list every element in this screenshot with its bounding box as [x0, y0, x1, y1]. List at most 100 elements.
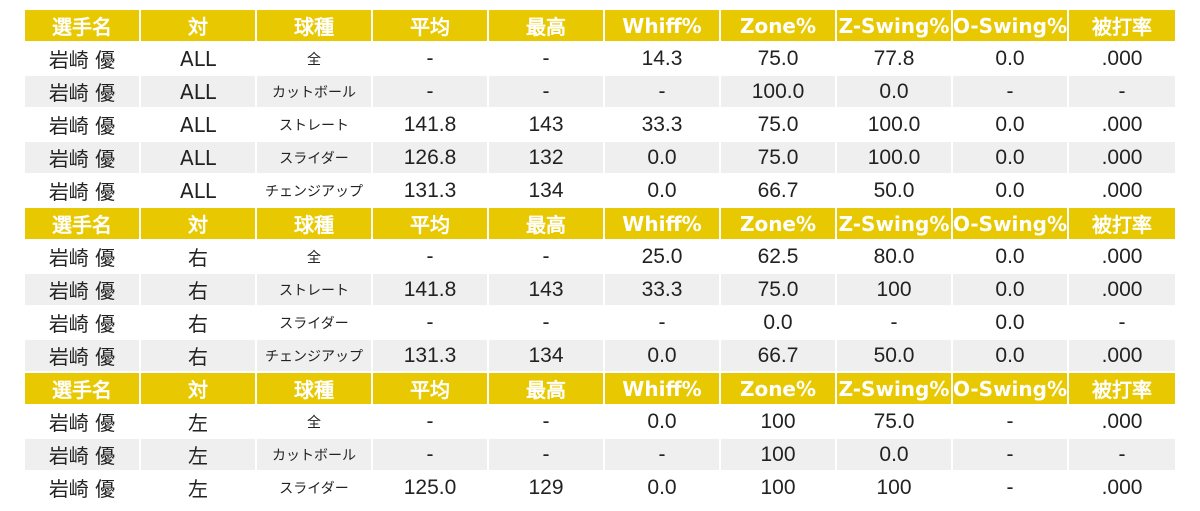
cell-batter-side: 右: [141, 307, 257, 338]
table-row: 岩崎 優 ALL スライダー 126.8 132 0.0 75.0 100.0 0.0.000: [25, 142, 1175, 173]
cell-pitch-type: チェンジアップ: [257, 175, 373, 206]
table-row: 岩崎 優左カットボール - - -100 0.0- -: [25, 439, 1175, 470]
column-header-o-swing-pct: O-Swing%: [953, 373, 1069, 404]
cell-avg-velocity: 126.8: [373, 142, 489, 173]
cell-player-name: 岩崎 優: [25, 175, 141, 206]
column-header-opp-avg: 被打率: [1069, 208, 1175, 239]
cell-o-swing-pct: -: [953, 76, 1069, 107]
cell-player-name: 岩崎 優: [25, 439, 141, 470]
cell-opp-avg: .000: [1069, 109, 1175, 140]
cell-avg-velocity: 131.3: [373, 175, 489, 206]
section-header-row: 選手名対球種 平均 最高 Whiff% Zone% Z-Swing% O-Swing% 被打率: [25, 10, 1175, 41]
cell-player-name: 岩崎 優: [25, 340, 141, 371]
column-header-z-swing-pct: Z-Swing%: [837, 208, 953, 239]
column-header-pitch-type: 球種: [257, 208, 373, 239]
cell-zone-pct: 75.0: [721, 274, 837, 305]
table-row: 岩崎 優右チェンジアップ 131.3 134 0.0 66.7 50.0 0.0.000: [25, 340, 1175, 371]
cell-avg-velocity: 141.8: [373, 109, 489, 140]
cell-pitch-type: 全: [257, 43, 373, 74]
cell-whiff-pct: 0.0: [605, 175, 721, 206]
cell-z-swing-pct: 100: [837, 472, 953, 503]
cell-o-swing-pct: -: [953, 472, 1069, 503]
cell-max-velocity: 134: [489, 340, 605, 371]
cell-zone-pct: 75.0: [721, 142, 837, 173]
cell-batter-side: 右: [141, 241, 257, 272]
cell-avg-velocity: 141.8: [373, 274, 489, 305]
table-row: 岩崎 優左スライダー 125.0 129 0.0 100 100- .000: [25, 472, 1175, 503]
cell-z-swing-pct: 0.0: [837, 439, 953, 470]
cell-player-name: 岩崎 優: [25, 76, 141, 107]
cell-zone-pct: 100: [721, 472, 837, 503]
cell-opp-avg: .000: [1069, 241, 1175, 272]
cell-batter-side: ALL: [141, 43, 257, 74]
column-header-max-velocity: 最高: [489, 208, 605, 239]
cell-pitch-type: カットボール: [257, 76, 373, 107]
cell-whiff-pct: 25.0: [605, 241, 721, 272]
cell-zone-pct: 100: [721, 439, 837, 470]
cell-whiff-pct: 0.0: [605, 142, 721, 173]
column-header-z-swing-pct: Z-Swing%: [837, 10, 953, 41]
cell-avg-velocity: -: [373, 241, 489, 272]
cell-max-velocity: 132: [489, 142, 605, 173]
cell-whiff-pct: 14.3: [605, 43, 721, 74]
section-header-row: 選手名対球種 平均 最高 Whiff% Zone% Z-Swing% O-Swing% 被打率: [25, 208, 1175, 239]
cell-pitch-type: スライダー: [257, 307, 373, 338]
column-header-max-velocity: 最高: [489, 10, 605, 41]
cell-zone-pct: 75.0: [721, 43, 837, 74]
column-header-opp-avg: 被打率: [1069, 10, 1175, 41]
table-row: 岩崎 優 ALL カットボール - - -100.0 0.0- -: [25, 76, 1175, 107]
cell-avg-velocity: -: [373, 439, 489, 470]
cell-player-name: 岩崎 優: [25, 406, 141, 437]
cell-player-name: 岩崎 優: [25, 142, 141, 173]
table-row: 岩崎 優左全 - -0.0 100 75.0- .000: [25, 406, 1175, 437]
cell-pitch-type: スライダー: [257, 472, 373, 503]
cell-pitch-type: 全: [257, 406, 373, 437]
cell-max-velocity: -: [489, 406, 605, 437]
cell-batter-side: 右: [141, 274, 257, 305]
cell-opp-avg: .000: [1069, 340, 1175, 371]
table-row: 岩崎 優 ALL 全 - -14.3 75.0 77.8 0.0.000: [25, 43, 1175, 74]
cell-whiff-pct: -: [605, 76, 721, 107]
cell-max-velocity: 143: [489, 109, 605, 140]
cell-z-swing-pct: 80.0: [837, 241, 953, 272]
cell-avg-velocity: -: [373, 43, 489, 74]
section-header-row: 選手名対球種 平均 最高 Whiff% Zone% Z-Swing% O-Swing% 被打率: [25, 373, 1175, 404]
cell-z-swing-pct: 50.0: [837, 340, 953, 371]
cell-batter-side: 左: [141, 472, 257, 503]
cell-pitch-type: スライダー: [257, 142, 373, 173]
column-header-player-name: 選手名: [25, 208, 141, 239]
cell-max-velocity: -: [489, 241, 605, 272]
table-row: 岩崎 優右全 - -25.0 62.5 80.0 0.0.000: [25, 241, 1175, 272]
column-header-batter-side: 対: [141, 208, 257, 239]
table-row: 岩崎 優右ストレート 141.8 143 33.3 75.0 100 0.0.000: [25, 274, 1175, 305]
column-header-zone-pct: Zone%: [721, 208, 837, 239]
cell-pitch-type: カットボール: [257, 439, 373, 470]
cell-zone-pct: 75.0: [721, 109, 837, 140]
cell-batter-side: ALL: [141, 76, 257, 107]
table-body: 選手名対球種 平均 最高 Whiff% Zone% Z-Swing% O-Swing% 被打率…: [25, 10, 1175, 503]
cell-whiff-pct: 0.0: [605, 406, 721, 437]
pitching-stats-table: 選手名対球種 平均 最高 Whiff% Zone% Z-Swing% O-Swing% 被打率…: [25, 8, 1175, 505]
cell-batter-side: ALL: [141, 175, 257, 206]
column-header-o-swing-pct: O-Swing%: [953, 10, 1069, 41]
table-row: 岩崎 優 ALL チェンジアップ 131.3 134 0.0 66.7 50.0 0.0.000: [25, 175, 1175, 206]
column-header-pitch-type: 球種: [257, 10, 373, 41]
column-header-o-swing-pct: O-Swing%: [953, 208, 1069, 239]
column-header-batter-side: 対: [141, 10, 257, 41]
cell-batter-side: 左: [141, 439, 257, 470]
cell-whiff-pct: 33.3: [605, 109, 721, 140]
cell-max-velocity: 143: [489, 274, 605, 305]
cell-batter-side: ALL: [141, 142, 257, 173]
column-header-z-swing-pct: Z-Swing%: [837, 373, 953, 404]
cell-whiff-pct: 33.3: [605, 274, 721, 305]
cell-batter-side: 左: [141, 406, 257, 437]
cell-opp-avg: .000: [1069, 472, 1175, 503]
cell-max-velocity: -: [489, 439, 605, 470]
column-header-zone-pct: Zone%: [721, 373, 837, 404]
cell-o-swing-pct: 0.0: [953, 109, 1069, 140]
cell-player-name: 岩崎 優: [25, 241, 141, 272]
cell-zone-pct: 100: [721, 406, 837, 437]
column-header-avg-velocity: 平均: [373, 373, 489, 404]
cell-player-name: 岩崎 優: [25, 43, 141, 74]
cell-zone-pct: 62.5: [721, 241, 837, 272]
